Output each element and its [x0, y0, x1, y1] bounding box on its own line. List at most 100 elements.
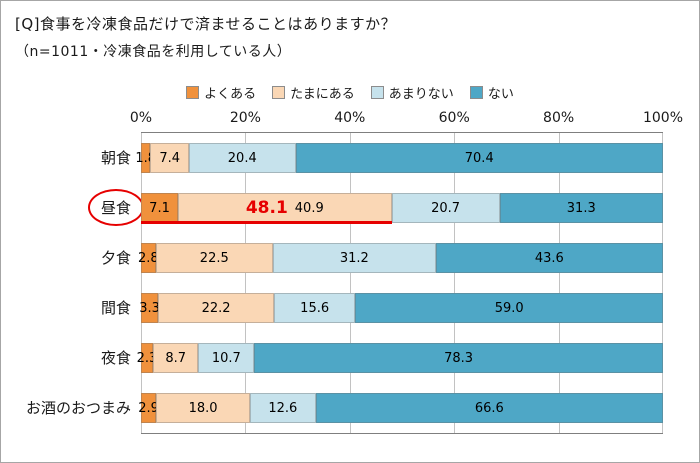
legend-item: よくある: [186, 83, 256, 102]
segment-value: 31.2: [339, 250, 369, 266]
bar-row: 2.3 8.7 10.7 78.3: [137, 333, 663, 383]
category-label: 間食: [100, 298, 131, 317]
legend-swatch: [186, 86, 200, 99]
segment-value: 78.3: [444, 350, 474, 366]
stacked-bar: 1.8 7.4 20.4 70.4: [135, 143, 663, 173]
gridline: [662, 133, 663, 433]
bar-segment: 22.2: [158, 293, 274, 323]
segment-value: 18.0: [188, 400, 218, 416]
bar-segment: 7.4: [150, 143, 190, 173]
segment-value: 2.8: [137, 250, 159, 266]
chart-subtitle: （n=1011・冷凍食品を利用している人）: [15, 44, 292, 60]
segment-value: 22.2: [201, 300, 231, 316]
segment-value: 20.7: [431, 200, 461, 216]
highlight-underline: [141, 221, 392, 224]
x-axis-ticks: 0% 20% 40% 60% 80% 100%: [130, 108, 683, 132]
segment-value: 10.7: [211, 350, 241, 366]
bar-segment: 20.7: [391, 193, 500, 223]
bar-row: 7.1 48.1 40.9 20.7 31.3: [141, 183, 663, 233]
bar-segment: 7.1: [141, 193, 179, 223]
stacked-bar: 3.3 22.2 15.6 59.0: [139, 293, 663, 323]
bar-segment: 2.9: [138, 393, 159, 423]
bar-segment: 78.3: [254, 343, 663, 373]
chart-area: 0% 20% 40% 60% 80% 100% 朝食昼食夕食間食夜食お酒のおつまみ 1.8…: [1, 108, 699, 434]
segment-value: 2.9: [138, 400, 159, 416]
category-labels: 朝食昼食夕食間食夜食お酒のおつまみ: [13, 132, 144, 434]
bar-segment: 48.1 40.9: [178, 193, 392, 223]
segment-value: 31.3: [566, 200, 596, 216]
stacked-bar: 2.9 18.0 12.6 66.6: [138, 393, 663, 423]
bar-segment: 31.3: [499, 193, 663, 223]
legend-item: ない: [469, 83, 514, 102]
bar-segment: 2.8: [137, 243, 159, 273]
bar-segment: 66.6: [315, 393, 663, 423]
legend-label: ない: [487, 87, 514, 102]
highlight-ellipse: [87, 188, 144, 226]
bar-row: 2.9 18.0 12.6 66.6: [138, 383, 663, 433]
segment-value: 7.4: [159, 150, 181, 166]
axis-tick: 100%: [642, 110, 684, 126]
axis-tick: 20%: [229, 110, 261, 126]
segment-value: 22.5: [199, 250, 229, 266]
bar-segment: 18.0: [156, 393, 250, 423]
segment-value: 20.4: [227, 150, 257, 166]
segment-value: 8.7: [165, 350, 187, 366]
segment-value: 3.3: [139, 300, 160, 316]
gridline: [558, 133, 560, 433]
segment-value: 7.1: [149, 200, 170, 216]
legend-item: あまりない: [370, 83, 454, 102]
category-label: お酒のおつまみ: [25, 398, 131, 417]
segment-value: 40.9: [294, 200, 324, 216]
stacked-bar: 7.1 48.1 40.9 20.7 31.3: [141, 193, 663, 223]
bar-segment: 3.3: [139, 293, 160, 323]
plot-area: 1.8 7.4 20.4 70.4 7.1 48.1 40.9 20.7 31.3 2.8 22.5…: [135, 132, 663, 434]
segment-value: 43.6: [534, 250, 564, 266]
legend-item: たまにある: [272, 83, 355, 102]
category-label: 朝食: [100, 148, 131, 167]
stacked-bar: 2.8 22.5 31.2 43.6: [137, 243, 663, 273]
segment-value: 15.6: [300, 300, 330, 316]
axis-tick: 80%: [543, 110, 575, 126]
gridline: [349, 133, 351, 433]
legend-swatch: [272, 86, 286, 99]
legend-swatch: [469, 86, 483, 99]
legend-label: よくある: [204, 87, 257, 102]
bar-row: 1.8 7.4 20.4 70.4: [135, 133, 663, 183]
axis-tick: 40%: [334, 110, 366, 126]
bar-row: 3.3 22.2 15.6 59.0: [139, 283, 663, 333]
bar-segment: 43.6: [435, 243, 663, 273]
legend-label: あまりない: [388, 87, 454, 102]
bar-segment: 2.3: [137, 343, 157, 373]
axis-tick: 0%: [129, 110, 153, 126]
segment-value: 12.6: [268, 400, 298, 416]
chart-body: 朝食 昼食 夕食 間食 夜食 お酒のおつまみ 1.8 7.4 20.4 70.4 7.1 48.1 4…: [13, 132, 699, 434]
bar-segment: 10.7: [198, 343, 255, 373]
gridline: [141, 133, 142, 433]
category-label: 夜食: [100, 348, 131, 367]
axis-tick: 60%: [438, 110, 470, 126]
bar-segment: 12.6: [249, 393, 316, 423]
legend-swatch: [370, 86, 384, 99]
legend-label: たまにある: [290, 87, 355, 102]
segment-value: 2.3: [136, 350, 158, 366]
gridline: [245, 133, 247, 433]
segment-value: 59.0: [494, 300, 524, 316]
stacked-bar: 2.3 8.7 10.7 78.3: [137, 343, 663, 373]
bar-segment: 59.0: [355, 293, 663, 323]
segment-value: 66.6: [474, 400, 504, 416]
bar-segment: 31.2: [272, 243, 436, 273]
bar-segment: 70.4: [295, 143, 663, 173]
segment-value: 70.4: [464, 150, 494, 166]
chart-header: [Q]食事を冷凍食品だけで済ませることはありますか？ （n=1011・冷凍食品を…: [1, 1, 699, 61]
highlight-combined-value: 48.1: [245, 198, 288, 218]
bar-segment: 20.4: [189, 143, 296, 173]
bar-segment: 8.7: [153, 343, 199, 373]
category-label: 夕食: [100, 248, 131, 267]
chart-title: [Q]食事を冷凍食品だけで済ませることはありますか？: [15, 15, 397, 33]
gridline: [454, 133, 456, 433]
category-label: 昼食: [13, 182, 144, 232]
bar-segment: 22.5: [155, 243, 273, 273]
bar-segment: 1.8: [135, 143, 156, 173]
chart-legend: よくある たまにある あまりない ない: [1, 83, 699, 102]
